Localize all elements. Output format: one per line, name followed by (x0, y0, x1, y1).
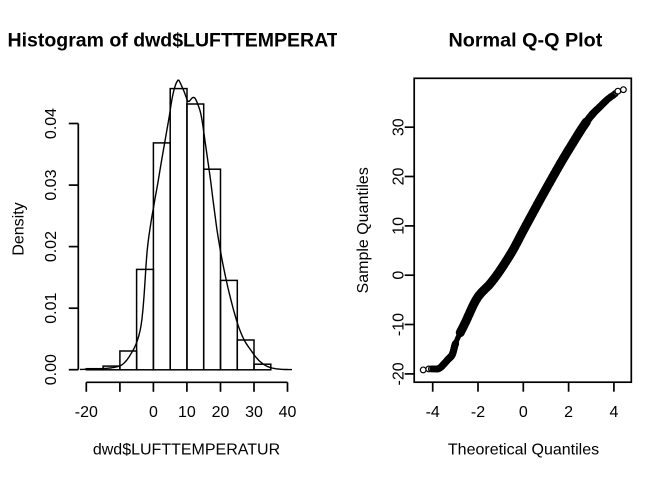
svg-text:0: 0 (519, 404, 528, 421)
svg-text:10: 10 (391, 217, 408, 235)
svg-text:0.00: 0.00 (43, 354, 60, 385)
svg-text:-10: -10 (391, 313, 408, 336)
svg-text:0.01: 0.01 (43, 293, 60, 324)
svg-text:-20: -20 (391, 362, 408, 385)
svg-text:20: 20 (212, 404, 230, 421)
svg-text:-2: -2 (471, 404, 485, 421)
svg-text:0: 0 (391, 271, 408, 280)
svg-text:30: 30 (245, 404, 263, 421)
svg-text:30: 30 (391, 118, 408, 136)
svg-text:0.04: 0.04 (43, 108, 60, 139)
svg-text:4: 4 (609, 404, 618, 421)
svg-text:Theoretical Quantiles: Theoretical Quantiles (448, 442, 599, 459)
svg-text:40: 40 (279, 404, 297, 421)
svg-text:0.03: 0.03 (43, 169, 60, 200)
svg-text:dwd$LUFTTEMPERATUR: dwd$LUFTTEMPERATUR (93, 442, 280, 459)
svg-text:-20: -20 (75, 404, 98, 421)
svg-text:-4: -4 (426, 404, 440, 421)
svg-text:10: 10 (178, 404, 196, 421)
svg-text:Normal Q-Q Plot: Normal Q-Q Plot (448, 30, 602, 52)
svg-text:2: 2 (564, 404, 573, 421)
svg-text:Density: Density (11, 202, 28, 255)
svg-text:Histogram of dwd$LUFTTEMPERATU: Histogram of dwd$LUFTTEMPERATUR (8, 30, 367, 52)
svg-text:Sample Quantiles: Sample Quantiles (355, 167, 372, 293)
svg-text:0: 0 (149, 404, 158, 421)
svg-text:20: 20 (391, 168, 408, 186)
svg-text:0.02: 0.02 (43, 231, 60, 262)
